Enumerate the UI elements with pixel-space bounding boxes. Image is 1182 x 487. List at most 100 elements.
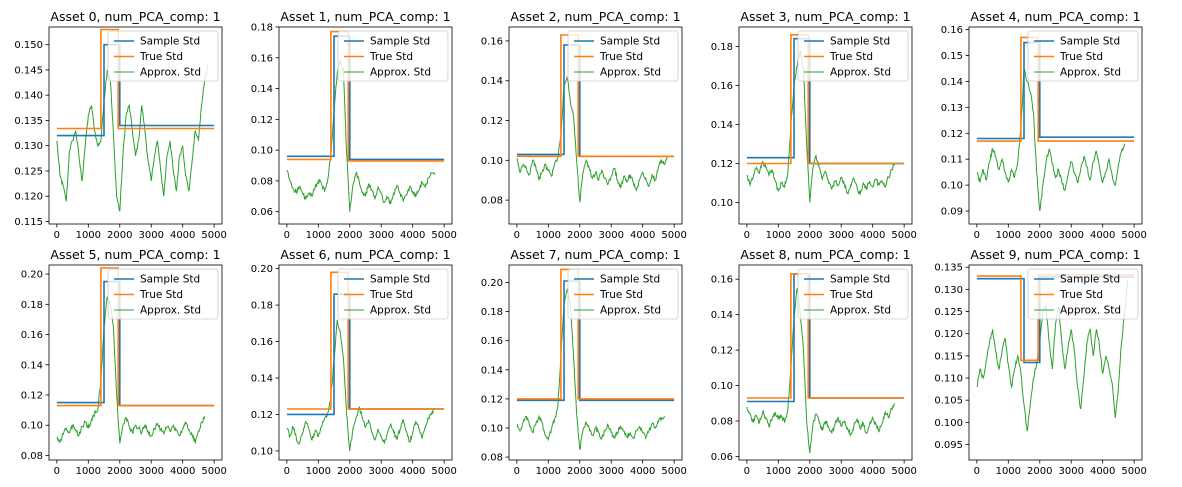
y-tick-label: 0.14 bbox=[481, 76, 503, 87]
y-tick-label: 0.06 bbox=[251, 207, 273, 218]
subplot-title: Asset 9, num_PCA_comp: 1 bbox=[970, 247, 1140, 262]
y-tick-label: 0.14 bbox=[711, 120, 733, 131]
y-tick-label: 0.08 bbox=[481, 453, 503, 464]
legend-label-true: True Std bbox=[369, 51, 413, 63]
y-tick-label: 0.10 bbox=[251, 146, 273, 157]
y-tick-label: 0.18 bbox=[251, 301, 273, 312]
y-tick-label: 0.14 bbox=[711, 310, 733, 321]
y-tick-label: 0.16 bbox=[711, 81, 733, 92]
legend: Sample Std True Std Approx. Std bbox=[1027, 30, 1139, 82]
y-tick-label: 0.12 bbox=[481, 116, 503, 127]
x-tick-label: 0 bbox=[744, 466, 750, 477]
axes-frame bbox=[278, 264, 453, 461]
series-approx-std bbox=[56, 64, 209, 212]
x-tick-label: 4000 bbox=[170, 466, 195, 477]
subplot-title: Asset 5, num_PCA_comp: 1 bbox=[50, 247, 220, 262]
x-tick-label: 5000 bbox=[201, 230, 226, 241]
subplot-title: Asset 0, num_PCA_comp: 1 bbox=[50, 9, 220, 24]
y-tick-label: 0.10 bbox=[941, 181, 963, 192]
y-tick-label: 0.18 bbox=[711, 42, 733, 53]
subplot-8: Asset 8, num_PCA_comp: 1 0 1000 2000 3000 400… bbox=[711, 247, 917, 477]
subplot-1: Asset 1, num_PCA_comp: 1 0 1000 2000 3000 400… bbox=[251, 9, 457, 241]
y-tick-label: 0.16 bbox=[21, 330, 43, 341]
y-tick-label: 0.13 bbox=[941, 103, 963, 114]
y-tick-label: 0.20 bbox=[21, 270, 43, 281]
x-tick-label: 2000 bbox=[337, 466, 362, 477]
x-tick-label: 4000 bbox=[400, 466, 425, 477]
x-tick-label: 4000 bbox=[1090, 230, 1115, 241]
y-tick-label: 0.14 bbox=[21, 360, 43, 371]
x-tick-label: 3000 bbox=[829, 466, 854, 477]
legend-label-approx: Approx. Std bbox=[600, 67, 661, 79]
y-tick-label: 0.18 bbox=[481, 307, 503, 318]
y-tick-label: 0.12 bbox=[251, 410, 273, 421]
legend-label-true: True Std bbox=[369, 289, 413, 301]
legend: Sample Std True Std Approx. Std bbox=[797, 268, 909, 320]
y-tick-label: 0.10 bbox=[481, 156, 503, 167]
series-true-std bbox=[56, 267, 215, 407]
y-tick-label: 0.095 bbox=[934, 440, 963, 451]
y-tick-label: 0.145 bbox=[14, 65, 43, 76]
legend-label-true: True Std bbox=[829, 289, 873, 301]
x-tick-label: 5000 bbox=[431, 466, 456, 477]
y-tick-label: 0.12 bbox=[711, 346, 733, 357]
y-tick-label: 0.115 bbox=[14, 217, 43, 228]
subplot-2: Asset 2, num_PCA_comp: 1 0 1000 2000 3000 400… bbox=[481, 9, 687, 241]
legend-label-sample: Sample Std bbox=[370, 274, 430, 286]
y-tick-label: 0.08 bbox=[711, 417, 733, 428]
y-tick-label: 0.18 bbox=[21, 300, 43, 311]
y-tick-label: 0.15 bbox=[941, 51, 963, 62]
legend-label-approx: Approx. Std bbox=[370, 305, 431, 317]
legend-box bbox=[797, 30, 909, 82]
subplot-4: Asset 4, num_PCA_comp: 1 0 1000 2000 3000 400… bbox=[941, 9, 1147, 241]
x-tick-label: 3000 bbox=[139, 466, 164, 477]
y-tick-label: 0.10 bbox=[251, 446, 273, 457]
y-tick-label: 0.14 bbox=[941, 77, 963, 88]
legend: Sample Std True Std Approx. Std bbox=[567, 268, 679, 320]
x-tick-label: 0 bbox=[974, 230, 980, 241]
y-tick-label: 0.16 bbox=[711, 275, 733, 286]
y-tick-label: 0.20 bbox=[481, 278, 503, 289]
y-tick-label: 0.16 bbox=[481, 36, 503, 47]
y-tick-label: 0.12 bbox=[481, 394, 503, 405]
y-tick-label: 0.105 bbox=[934, 396, 963, 407]
legend-box bbox=[337, 268, 449, 320]
axes-frame bbox=[278, 26, 453, 225]
legend: Sample Std True Std Approx. Std bbox=[107, 268, 219, 320]
y-tick-label: 0.06 bbox=[711, 452, 733, 463]
x-tick-label: 2000 bbox=[107, 230, 132, 241]
legend-label-true: True Std bbox=[1059, 289, 1103, 301]
x-tick-label: 4000 bbox=[400, 230, 425, 241]
y-tick-label: 0.16 bbox=[251, 53, 273, 64]
y-tick-label: 0.08 bbox=[481, 196, 503, 207]
series-approx-std bbox=[286, 319, 436, 451]
legend-box bbox=[1027, 30, 1139, 82]
x-tick-label: 2000 bbox=[567, 466, 592, 477]
y-tick-label: 0.125 bbox=[14, 166, 43, 177]
x-tick-label: 2000 bbox=[797, 466, 822, 477]
y-tick-label: 0.130 bbox=[14, 141, 43, 152]
x-tick-label: 4000 bbox=[630, 466, 655, 477]
y-tick-label: 0.09 bbox=[941, 207, 963, 218]
y-tick-label: 0.120 bbox=[14, 192, 43, 203]
y-tick-label: 0.10 bbox=[711, 198, 733, 209]
y-tick-label: 0.08 bbox=[21, 451, 43, 462]
subplot-6: Asset 6, num_PCA_comp: 1 0 1000 2000 3000 400… bbox=[251, 247, 457, 477]
series-approx-std bbox=[516, 287, 666, 450]
y-tick-label: 0.12 bbox=[941, 129, 963, 140]
y-tick-label: 0.14 bbox=[251, 84, 273, 95]
x-tick-label: 0 bbox=[54, 466, 60, 477]
y-tick-label: 0.12 bbox=[251, 115, 273, 126]
x-tick-label: 5000 bbox=[891, 230, 916, 241]
legend-box bbox=[567, 268, 679, 320]
axes-frame bbox=[48, 26, 223, 225]
subplot-title: Asset 7, num_PCA_comp: 1 bbox=[510, 247, 680, 262]
series-approx-std bbox=[746, 287, 896, 453]
subplot-5: Asset 5, num_PCA_comp: 1 0 1000 2000 3000 400… bbox=[21, 247, 227, 477]
legend: Sample Std True Std Approx. Std bbox=[107, 30, 219, 82]
x-tick-label: 5000 bbox=[1121, 466, 1146, 477]
x-tick-label: 5000 bbox=[891, 466, 916, 477]
y-tick-label: 0.150 bbox=[14, 40, 43, 51]
legend-label-true: True Std bbox=[829, 51, 873, 63]
legend-label-sample: Sample Std bbox=[370, 36, 430, 48]
